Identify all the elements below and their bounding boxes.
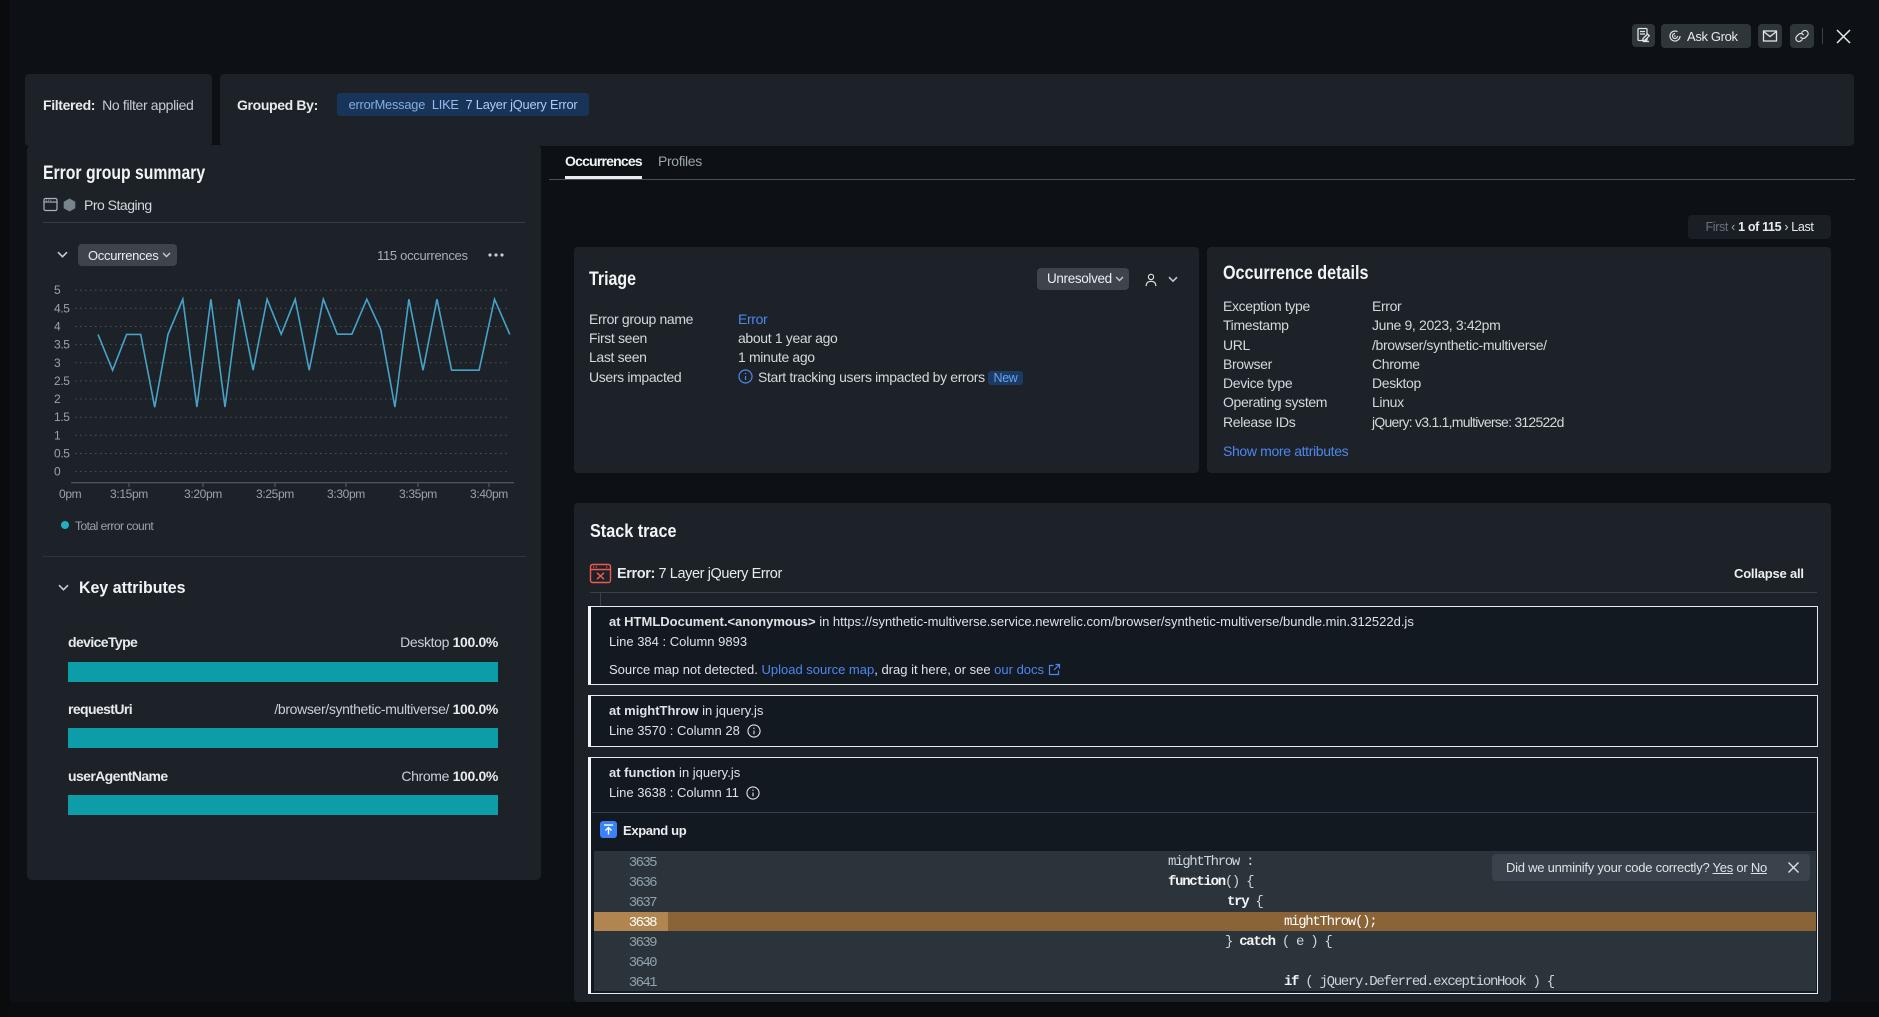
svg-text:5: 5 bbox=[54, 283, 61, 297]
svg-text:3:25pm: 3:25pm bbox=[256, 487, 294, 501]
svg-text:3: 3 bbox=[54, 356, 61, 370]
svg-text:3:20pm: 3:20pm bbox=[184, 487, 222, 501]
svg-text:3:35pm: 3:35pm bbox=[399, 487, 437, 501]
svg-text:0.5: 0.5 bbox=[54, 447, 70, 461]
svg-text:1.5: 1.5 bbox=[54, 410, 70, 424]
svg-text:4: 4 bbox=[54, 320, 61, 334]
svg-text:0: 0 bbox=[54, 465, 61, 479]
svg-text:3:30pm: 3:30pm bbox=[327, 487, 365, 501]
svg-text:3:40pm: 3:40pm bbox=[470, 487, 508, 501]
svg-text:0pm: 0pm bbox=[59, 487, 82, 501]
svg-text:2: 2 bbox=[54, 392, 61, 406]
svg-text:3:15pm: 3:15pm bbox=[110, 487, 148, 501]
svg-text:4.5: 4.5 bbox=[54, 301, 70, 315]
svg-text:1: 1 bbox=[54, 428, 61, 442]
svg-text:3.5: 3.5 bbox=[54, 338, 70, 352]
svg-text:2.5: 2.5 bbox=[54, 374, 70, 388]
